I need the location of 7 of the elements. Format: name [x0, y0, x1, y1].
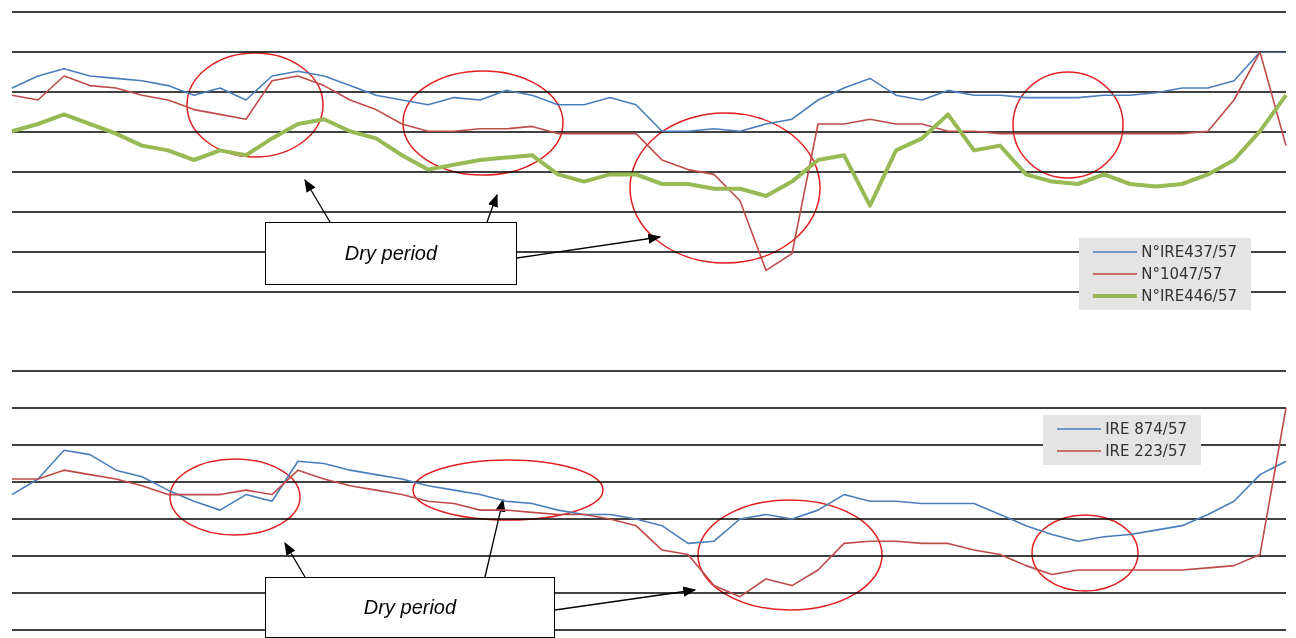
text-box: Dry period — [265, 222, 517, 285]
text-box: Dry period — [265, 577, 555, 638]
legend-label: N°IRE446/57 — [1141, 287, 1237, 305]
legend-label: N°1047/57 — [1141, 265, 1223, 283]
legend-label: IRE 874/57 — [1105, 420, 1187, 438]
legend-label: IRE 223/57 — [1105, 442, 1187, 460]
legend-label: N°IRE437/57 — [1141, 243, 1237, 261]
